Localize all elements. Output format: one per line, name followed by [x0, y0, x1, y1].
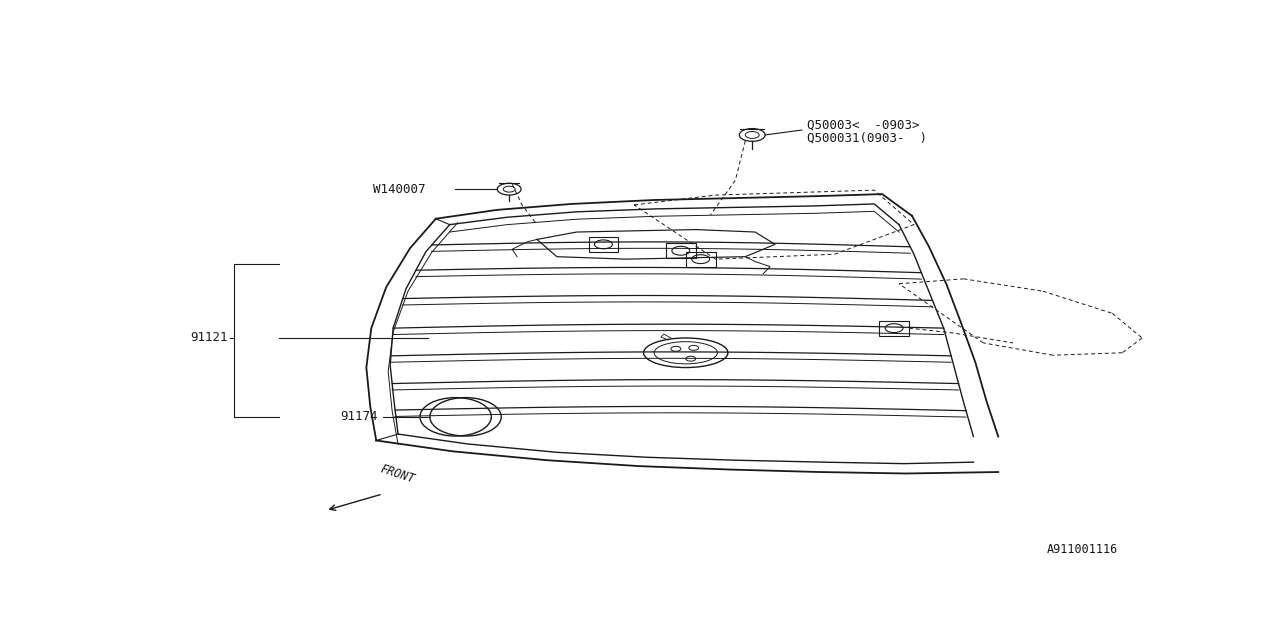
Text: FRONT: FRONT	[379, 463, 416, 486]
Text: Q50003<  -0903>: Q50003< -0903>	[806, 118, 919, 131]
Text: Q500031(0903-  ): Q500031(0903- )	[806, 131, 927, 145]
Bar	[686, 252, 716, 266]
Text: A911001116: A911001116	[1047, 543, 1119, 556]
Bar	[879, 321, 909, 335]
Text: 91121: 91121	[189, 332, 228, 344]
Text: 91174: 91174	[340, 410, 379, 423]
Text: W140007: W140007	[374, 182, 426, 196]
Bar	[666, 243, 696, 258]
Bar	[589, 237, 618, 252]
